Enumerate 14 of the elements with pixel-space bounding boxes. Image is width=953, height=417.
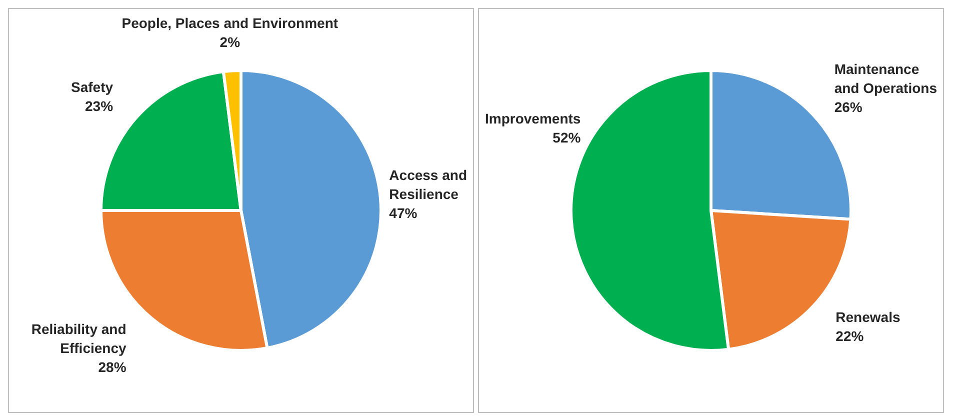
slice-label: Improvements — [484, 110, 581, 127]
slice-label: Maintenance and Operations — [834, 60, 938, 96]
slice-label: Reliability and Efficiency — [31, 321, 126, 356]
slice-label: People, Places and Environment — [122, 15, 338, 32]
data-label: 22% — [836, 328, 864, 344]
slice-label: Access and Resilience — [389, 167, 468, 202]
slice-label: Safety — [71, 79, 114, 96]
data-label: 47% — [389, 205, 418, 222]
slice-label: Renewals — [836, 308, 900, 325]
data-label: 2% — [220, 34, 241, 50]
data-label: 23% — [85, 98, 114, 114]
data-label: 28% — [98, 359, 127, 376]
data-label: 26% — [834, 98, 863, 115]
data-label: 52% — [552, 130, 582, 146]
